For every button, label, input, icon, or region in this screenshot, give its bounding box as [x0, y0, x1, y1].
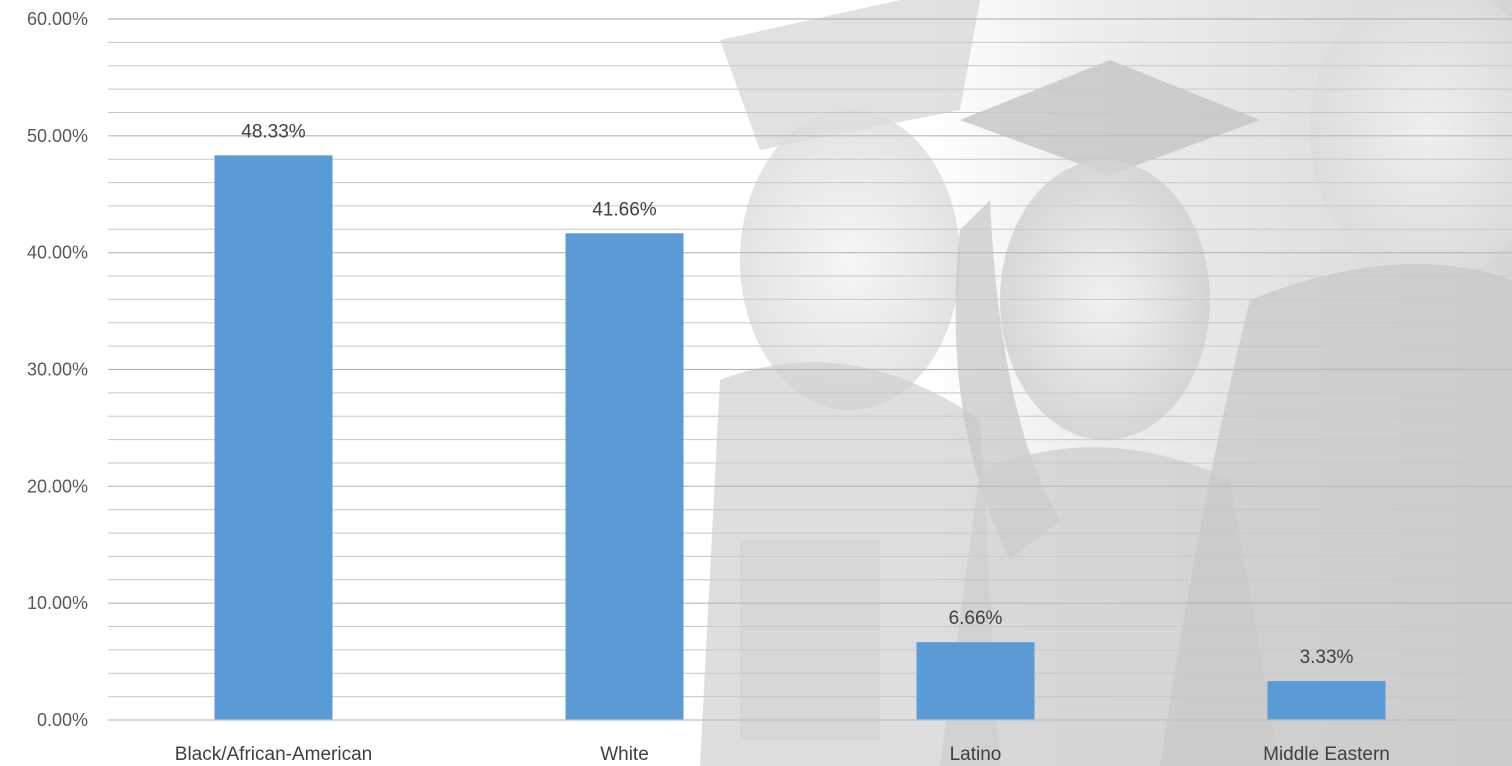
photo-figure-center-cap — [960, 60, 1260, 175]
y-tick-label: 40.00% — [27, 243, 88, 263]
y-tick-label: 50.00% — [27, 126, 88, 146]
y-tick-label: 10.00% — [27, 593, 88, 613]
bar — [214, 155, 333, 721]
x-axis-category-labels: Black/African-American White Latino Middle … — [175, 744, 1390, 765]
x-tick-label: White — [600, 744, 649, 765]
y-tick-label: 20.00% — [27, 476, 88, 496]
bar-series — [214, 155, 1386, 721]
data-labels: 48.33% 41.66% 6.66% 3.33% — [241, 121, 1353, 668]
x-tick-label: Middle Eastern — [1263, 744, 1390, 765]
bar — [1267, 681, 1386, 720]
photo-figure-right-face — [1310, 0, 1512, 280]
minor-gridlines — [108, 41, 1512, 698]
bar — [565, 233, 684, 720]
data-label: 6.66% — [949, 608, 1003, 629]
major-gridlines — [108, 18, 1512, 604]
x-tick-label: Black/African-American — [175, 744, 372, 765]
photo-diploma — [740, 540, 880, 740]
bar — [916, 642, 1035, 720]
photo-figure-center-face — [1000, 160, 1210, 440]
background-photo — [560, 0, 1512, 766]
x-tick-label: Latino — [950, 744, 1002, 765]
y-tick-label: 30.00% — [27, 360, 88, 380]
y-axis-tick-labels: 0.00% 10.00% 20.00% 30.00% 40.00% 50.00% 60.00… — [27, 9, 88, 730]
data-label: 41.66% — [592, 199, 657, 220]
y-tick-label: 0.00% — [37, 710, 88, 730]
y-tick-label: 60.00% — [27, 9, 88, 29]
photo-figure-right-robe — [1160, 264, 1512, 766]
data-label: 48.33% — [241, 121, 306, 142]
photo-figure-left-face — [740, 110, 960, 410]
data-label: 3.33% — [1300, 647, 1354, 668]
